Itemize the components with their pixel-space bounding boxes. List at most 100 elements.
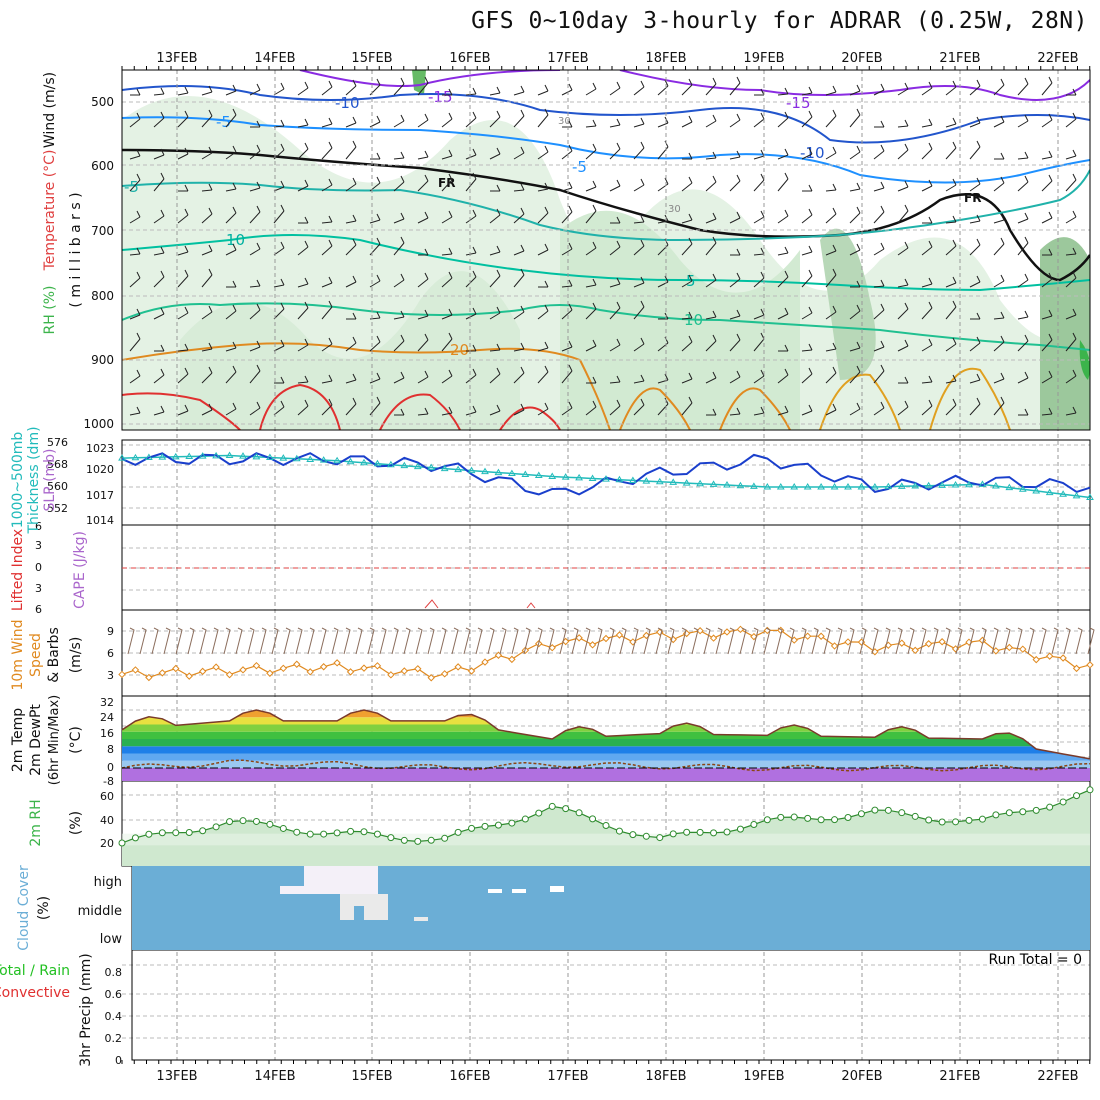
thickness-point [494, 468, 503, 476]
wind-barb [1017, 334, 1029, 352]
wind-barb [465, 111, 477, 128]
wind-barb [153, 111, 165, 128]
upper-ylabel-temp: Temperature (°C) [42, 150, 58, 272]
thickness-point [790, 483, 799, 490]
thickness-point [897, 482, 906, 489]
rh-point [629, 831, 637, 839]
rh-point [575, 809, 583, 817]
thickness-point [696, 479, 704, 487]
rh-point [642, 832, 650, 840]
thickness-point [521, 470, 530, 478]
slp-line [121, 452, 1091, 496]
wind-speed-point [346, 668, 355, 676]
surface-wind-barb [487, 627, 495, 655]
slp-tick: 1020 [86, 463, 114, 476]
wind-barb [201, 207, 213, 224]
date-label-top: 21FEB [939, 51, 980, 66]
cape-tick: 0 [35, 561, 42, 574]
temp2m-ylabel-unit: (°C) [68, 726, 84, 754]
thickness-point [292, 454, 301, 462]
wind-speed-point [454, 663, 462, 671]
y-axis-labels: 5006007008009001000576568560552102310201… [0, 72, 122, 1067]
wind-barb [609, 179, 621, 192]
surface-wind-barb [667, 627, 675, 655]
wind-barb [225, 341, 237, 352]
thickness-point [212, 451, 220, 459]
wind-speed-point [279, 664, 288, 673]
wind-barb [777, 270, 789, 288]
rh-point [441, 834, 449, 842]
contour-label: 30 [668, 204, 681, 215]
slp-tick: 1014 [86, 514, 114, 527]
wind-barbs [129, 76, 1077, 416]
surface-wind-barb [523, 627, 531, 655]
precip-ylabel: 3hr Precip (mm) [78, 953, 94, 1066]
wind-barb [609, 240, 621, 256]
temp-band [122, 717, 1090, 725]
thickness-point [857, 483, 866, 490]
contour-label: -15 [786, 94, 811, 112]
wind-barb [801, 245, 813, 256]
wind-barb [1065, 247, 1077, 256]
wind-barb [1017, 371, 1029, 384]
wind-barb [945, 276, 957, 288]
wind-barb [1065, 271, 1077, 288]
wind-barb [873, 401, 885, 416]
wind-barb [849, 365, 861, 384]
surface-wind-barb [931, 627, 939, 655]
thickness-point [534, 471, 543, 479]
wind-barb [129, 173, 141, 192]
rh-point [347, 827, 355, 835]
wind10-ylabel-3: & Barbs [46, 627, 62, 683]
wind-barb [777, 148, 789, 160]
rh-band [122, 833, 1090, 846]
wind-barb [537, 304, 549, 320]
rh2m-series [118, 786, 1094, 866]
wind-barb [585, 180, 597, 192]
wind-barb [849, 243, 861, 256]
rh-point [481, 822, 489, 830]
date-label-bottom: 20FEB [841, 1069, 882, 1084]
wind-barb [201, 305, 213, 320]
wind-barb [945, 337, 957, 352]
wind-barb [273, 143, 285, 160]
wind-speed-point [817, 632, 825, 640]
wind-barb [465, 307, 477, 320]
rh-point [736, 825, 744, 833]
thickness-point [776, 483, 785, 490]
wind-barb [393, 273, 405, 288]
rh-point [965, 816, 973, 824]
wind-barb [297, 142, 309, 160]
surface-wind-barb [799, 627, 807, 655]
wind-barb [1041, 333, 1053, 352]
contour-label: 20 [450, 341, 469, 359]
rh-point [212, 823, 220, 831]
wind-barb [849, 402, 861, 416]
temp2m-tick: -8 [103, 775, 114, 788]
wind-barb [753, 173, 765, 192]
wind-barb [705, 334, 717, 352]
thickness-point [803, 483, 812, 490]
wind-barb [441, 332, 453, 352]
rh-point [804, 814, 812, 822]
wind-barb [993, 396, 1005, 416]
wind10-tick: 9 [107, 625, 114, 638]
thickness-slp-lines [118, 451, 1094, 500]
wind-barb [753, 210, 765, 224]
date-label-top: 18FEB [645, 51, 686, 66]
wind-barb [969, 116, 981, 128]
date-label-bottom: 15FEB [351, 1069, 392, 1084]
wind-barb [633, 337, 645, 352]
wind-barb [321, 80, 333, 96]
wind-barb [537, 84, 549, 96]
wind-barb [729, 272, 741, 288]
wind-barb [274, 376, 285, 384]
precip-tick: 0 [115, 1054, 122, 1067]
wind-barb [945, 215, 957, 224]
wind-speed-point [440, 670, 449, 678]
wind-barb [850, 280, 861, 288]
wind-barb [1017, 175, 1029, 192]
wind-barb [489, 147, 501, 160]
wind-speed-point [131, 666, 140, 674]
wind-barb [201, 403, 213, 416]
